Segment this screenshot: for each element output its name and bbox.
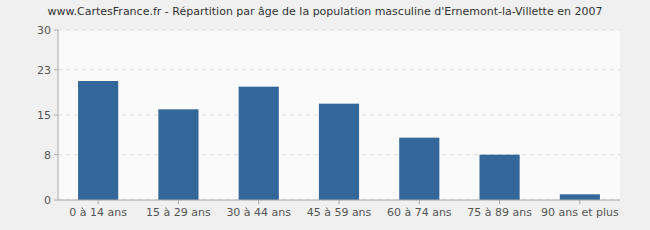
plot-area xyxy=(58,30,620,200)
x-tick xyxy=(178,200,179,204)
y-axis xyxy=(58,30,59,200)
x-tick-label: 30 à 44 ans xyxy=(226,206,291,219)
x-tick-label: 15 à 29 ans xyxy=(146,206,211,219)
bars xyxy=(78,81,600,200)
y-tick xyxy=(54,69,58,70)
chart-svg: www.CartesFrance.fr - Répartition par âg… xyxy=(0,0,650,230)
x-tick xyxy=(258,200,259,204)
bar xyxy=(560,194,600,200)
x-tick-label: 0 à 14 ans xyxy=(69,206,127,219)
bar xyxy=(319,104,359,200)
bar xyxy=(78,81,118,200)
grid-line xyxy=(58,30,620,31)
y-tick xyxy=(54,115,58,116)
y-tick-label: 23 xyxy=(37,64,51,77)
bar xyxy=(480,155,520,200)
y-tick-label: 0 xyxy=(44,194,51,207)
y-tick xyxy=(54,30,58,31)
y-tick xyxy=(54,154,58,155)
background xyxy=(0,0,650,230)
y-tick-label: 30 xyxy=(37,24,51,37)
y-tick xyxy=(54,200,58,201)
chart: www.CartesFrance.fr - Répartition par âg… xyxy=(0,0,650,230)
bar xyxy=(239,87,279,200)
y-tick-label: 8 xyxy=(44,149,51,162)
x-tick xyxy=(499,200,500,204)
grid-line xyxy=(58,69,620,70)
title: www.CartesFrance.fr - Répartition par âg… xyxy=(48,5,603,18)
x-tick xyxy=(419,200,420,204)
x-tick-label: 45 à 59 ans xyxy=(307,206,372,219)
x-tick xyxy=(579,200,580,204)
x-tick-label: 90 ans et plus xyxy=(541,206,619,219)
bar xyxy=(399,138,439,200)
x-tick-label: 75 à 89 ans xyxy=(467,206,532,219)
x-tick-label: 60 à 74 ans xyxy=(387,206,452,219)
x-tick xyxy=(98,200,99,204)
bar xyxy=(158,109,198,200)
x-tick xyxy=(339,200,340,204)
y-tick-label: 15 xyxy=(37,109,51,122)
